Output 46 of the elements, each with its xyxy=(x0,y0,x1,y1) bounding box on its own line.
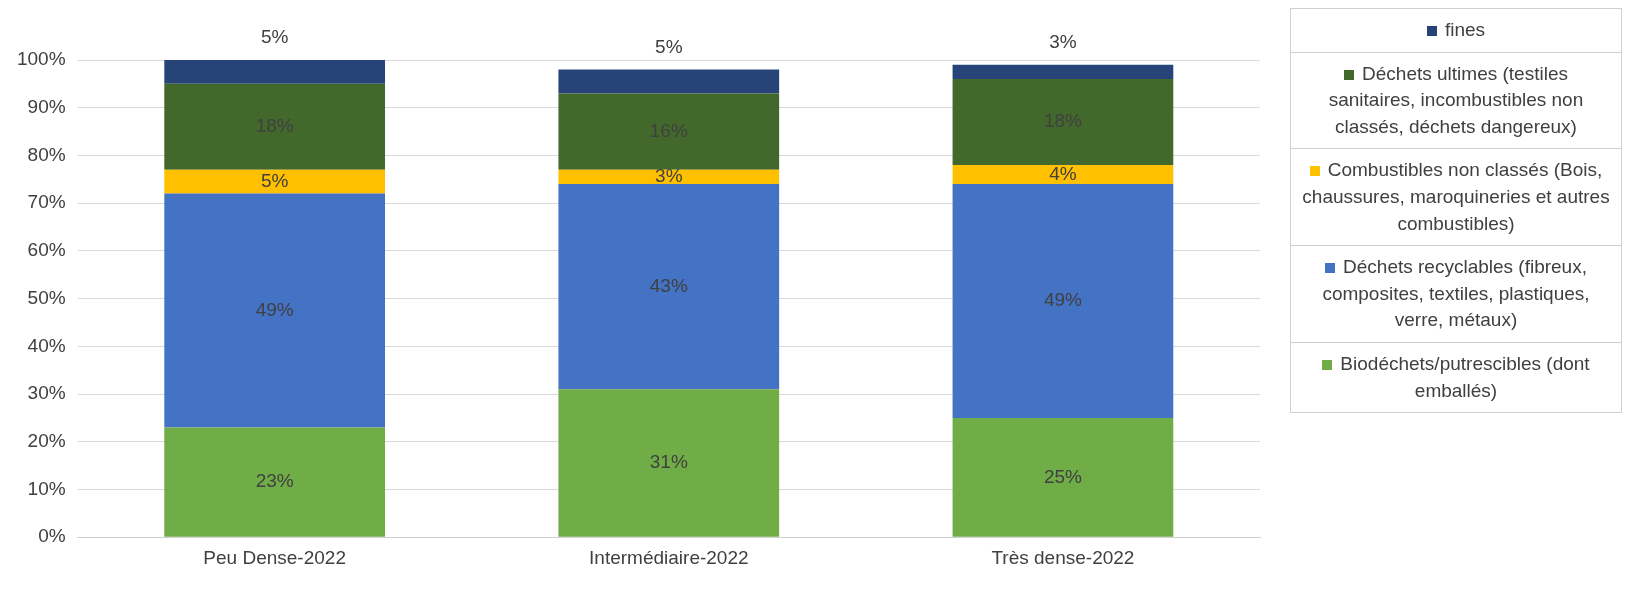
data-label: 3% xyxy=(1049,31,1077,53)
data-label: 4% xyxy=(1049,162,1077,184)
bar xyxy=(952,417,1174,537)
bar xyxy=(952,64,1174,80)
bar xyxy=(164,193,386,428)
bar xyxy=(558,184,780,390)
data-label: 43% xyxy=(649,274,688,296)
legend-label: fines xyxy=(1291,9,1621,53)
bar xyxy=(952,164,1174,185)
bar xyxy=(558,169,780,185)
y-tick-label: 70% xyxy=(27,191,66,213)
bar xyxy=(558,389,780,537)
y-tick-label: 50% xyxy=(27,286,66,308)
bar xyxy=(952,79,1174,165)
legend-label: Déchets ultimes (testiles sanitaires, incombustibles non classés, déchets dangereux) xyxy=(1291,52,1621,150)
legend-label: Déchets recyclables (fibreux, composites, textiles, plastiques, verre, métaux) xyxy=(1291,246,1621,343)
y-tick-label: 20% xyxy=(27,429,66,451)
legend-label: Combustibles non classés (Bois, chaussures, maroquineries et autres combustibles) xyxy=(1291,149,1621,247)
legend-label: Biodéchets/putrescibles (dont emballés) xyxy=(1339,351,1591,403)
data-label: 5% xyxy=(260,169,289,191)
data-label: 25% xyxy=(1043,465,1083,487)
bar xyxy=(164,83,386,170)
bar xyxy=(164,427,386,537)
bar xyxy=(164,169,386,194)
data-label: 5% xyxy=(655,35,683,57)
data-label: 3% xyxy=(655,165,683,187)
y-tick-label: 90% xyxy=(27,95,66,117)
y-tick-label: 0% xyxy=(38,525,66,547)
y-tick-label: 40% xyxy=(27,334,66,356)
bar xyxy=(164,60,386,84)
x-tick-label: Très dense-2022 xyxy=(991,546,1135,568)
bar xyxy=(558,69,780,94)
data-label: 49% xyxy=(1043,289,1083,311)
x-tick-label: Peu Dense-2022 xyxy=(203,546,346,568)
y-tick-label: 60% xyxy=(27,239,66,261)
data-label: 49% xyxy=(255,298,294,320)
y-tick-label: 80% xyxy=(27,143,66,165)
data-label: 23% xyxy=(255,470,294,492)
y-tick-label: 30% xyxy=(27,382,66,404)
bar xyxy=(558,93,780,170)
x-tick-label: Intermédiaire-2022 xyxy=(589,546,749,568)
data-label: 5% xyxy=(260,26,289,48)
bar xyxy=(952,184,1174,418)
data-label: 31% xyxy=(649,451,688,473)
y-tick-label: 10% xyxy=(27,477,66,499)
y-tick-label: 100% xyxy=(16,48,66,70)
